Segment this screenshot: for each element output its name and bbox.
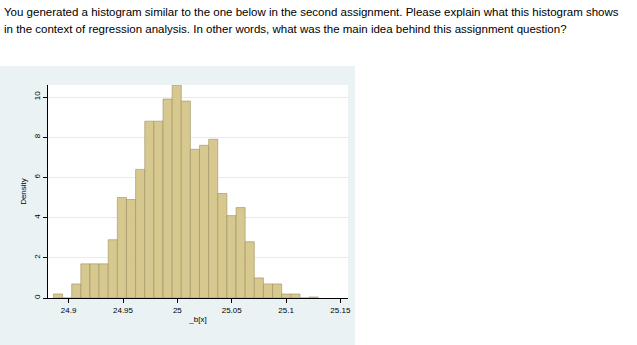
svg-text:4: 4 xyxy=(33,214,42,219)
svg-text:25: 25 xyxy=(173,306,182,315)
svg-text:_b[x]: _b[x] xyxy=(188,315,206,324)
svg-text:0: 0 xyxy=(33,294,42,299)
html-text:You generated a histogram simi: You generated a histogram similar to the… xyxy=(4,6,619,35)
svg-text:25.1: 25.1 xyxy=(278,306,294,315)
svg-text:Density: Density xyxy=(19,178,28,205)
svg-text:6: 6 xyxy=(33,173,42,178)
svg-text:2: 2 xyxy=(33,254,42,259)
svg-text:8: 8 xyxy=(33,133,42,138)
svg-text:24.95: 24.95 xyxy=(113,306,134,315)
svg-text:25.05: 25.05 xyxy=(222,306,243,315)
svg-text:25.15: 25.15 xyxy=(330,306,351,315)
svg-text:24.9: 24.9 xyxy=(61,306,77,315)
svg-text:10: 10 xyxy=(33,91,42,100)
